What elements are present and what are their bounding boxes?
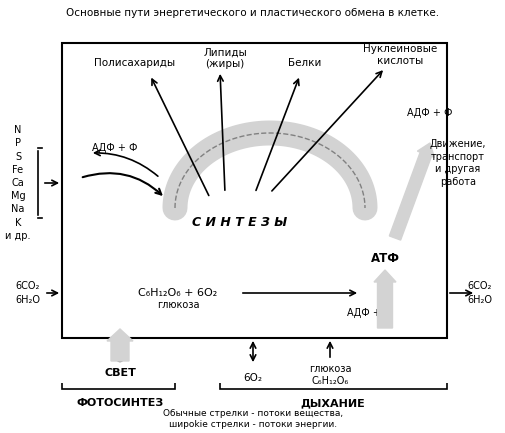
Text: Движение,
транспорт
и другая
работа: Движение, транспорт и другая работа xyxy=(429,139,485,187)
Text: С И Н Т Е З Ы: С И Н Т Е З Ы xyxy=(192,216,287,229)
Text: 6О₂: 6О₂ xyxy=(243,373,262,383)
Text: N
P
S
Fe
Ca
Mg
Na
K
и др.: N P S Fe Ca Mg Na K и др. xyxy=(5,125,31,241)
Text: глюкоза: глюкоза xyxy=(157,300,199,310)
Text: СВЕТ: СВЕТ xyxy=(104,368,136,378)
Text: ДЫХАНИЕ: ДЫХАНИЕ xyxy=(300,398,365,408)
Text: АДФ + Ф: АДФ + Ф xyxy=(92,143,137,153)
FancyArrow shape xyxy=(373,270,395,328)
Text: АДФ + Ф: АДФ + Ф xyxy=(346,308,392,318)
Text: 6CO₂
6H₂O: 6CO₂ 6H₂O xyxy=(16,281,40,304)
Text: Основные пути энергетического и пластического обмена в клетке.: Основные пути энергетического и пластиче… xyxy=(66,8,439,18)
Text: Полисахариды: Полисахариды xyxy=(94,58,175,68)
Text: ФОТОСИНТЕЗ: ФОТОСИНТЕЗ xyxy=(76,398,163,408)
Text: 6CO₂
6H₂O: 6CO₂ 6H₂O xyxy=(467,281,491,304)
FancyArrow shape xyxy=(107,329,133,361)
FancyArrow shape xyxy=(389,143,433,240)
Text: АДФ + Ф: АДФ + Ф xyxy=(407,108,452,118)
Text: глюкоза
С₆Н₁₂О₆: глюкоза С₆Н₁₂О₆ xyxy=(308,364,350,386)
Text: АТФ: АТФ xyxy=(370,252,399,265)
FancyBboxPatch shape xyxy=(62,43,446,338)
Text: Нуклеиновые
кислоты: Нуклеиновые кислоты xyxy=(362,44,436,66)
Text: С₆Н₁₂О₆ + 6О₂: С₆Н₁₂О₆ + 6О₂ xyxy=(138,288,217,298)
Text: Липиды
(жиры): Липиды (жиры) xyxy=(203,47,246,69)
Text: Белки: Белки xyxy=(288,58,321,68)
Text: Обычные стрелки - потоки вещества,
широkie стрелки - потоки энергии.: Обычные стрелки - потоки вещества, широk… xyxy=(163,409,342,430)
